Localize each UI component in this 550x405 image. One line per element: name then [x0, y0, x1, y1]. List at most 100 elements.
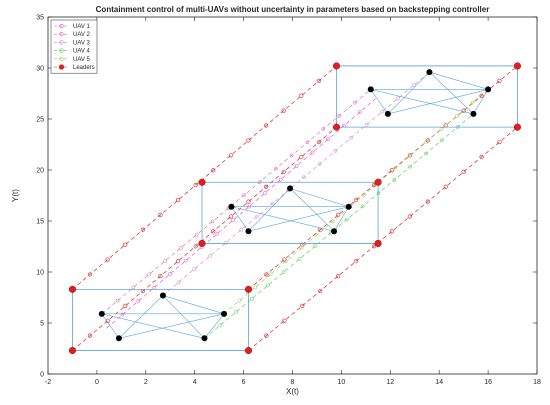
leader-trajectory-point: [264, 333, 269, 338]
formation-link: [204, 313, 225, 339]
uav-trajectory-point: [380, 109, 385, 114]
uav-trajectory-point: [302, 175, 306, 180]
uav-trajectory-point: [278, 177, 283, 182]
uav-position-marker: [485, 86, 492, 93]
uav-trajectory-point: [396, 96, 400, 101]
formation-link: [231, 206, 335, 232]
leader-trajectory-point: [211, 168, 216, 173]
y-tick-label: 20: [36, 168, 44, 175]
uav-trajectory-point: [455, 113, 459, 118]
uav-trajectory-point: [265, 283, 270, 288]
uav-trajectory-point: [470, 100, 475, 105]
uav-trajectory-line: [106, 98, 376, 329]
formation-link: [118, 313, 225, 339]
leader-trajectory-point: [389, 229, 395, 234]
leader-marker: [68, 346, 76, 355]
leader-marker: [374, 239, 382, 247]
formation-link: [248, 206, 349, 232]
uav-trajectory-point: [310, 150, 315, 155]
formation-link: [289, 188, 335, 232]
uav-trajectory-point: [147, 272, 152, 277]
uav-trajectory-point: [237, 298, 242, 303]
leader-marker: [198, 239, 206, 247]
formation-link: [162, 295, 205, 339]
leader-trajectory-point: [281, 169, 286, 174]
leader-trajectory-point: [123, 242, 128, 247]
leader-trajectory-line: [248, 65, 518, 290]
leader-marker: [513, 62, 521, 70]
leader-trajectory-point: [425, 199, 430, 204]
leader-trajectory-point: [316, 78, 322, 83]
uav-trajectory-point: [168, 272, 172, 276]
uav-trajectory-point: [392, 178, 397, 182]
uav-trajectory-point: [263, 191, 267, 195]
legend-box: [50, 19, 98, 74]
leader-marker: [68, 285, 76, 293]
legend-swatch-marker: [59, 56, 64, 61]
uav-trajectory-point: [284, 259, 289, 263]
uav-trajectory-point: [136, 299, 141, 303]
uav-trajectory-point: [337, 113, 341, 118]
leader-trajectory-point: [461, 108, 466, 113]
leader-trajectory-point: [371, 244, 377, 249]
leader-trajectory-point: [193, 182, 198, 188]
uav-position-marker: [115, 335, 122, 342]
uav-position-marker: [470, 110, 477, 117]
legend-swatch-marker: [59, 32, 64, 37]
x-tick-label: 4: [193, 379, 197, 386]
uav-position-marker: [221, 310, 228, 317]
leader-trajectory-point: [299, 154, 304, 160]
leader-trajectory-point: [158, 212, 163, 217]
uav-position-marker: [98, 310, 105, 317]
y-tick-label: 15: [36, 219, 44, 226]
formation-link: [387, 89, 489, 115]
x-axis-label: X(t): [286, 387, 299, 396]
uav-trajectory-point: [313, 244, 318, 248]
legend-label: UAV 3: [73, 40, 91, 46]
leader-trajectory-point: [389, 168, 395, 173]
uav-trajectory-point: [424, 140, 428, 145]
x-tick-label: 8: [291, 379, 295, 386]
leader-trajectory-point: [336, 273, 341, 279]
uav-trajectory-point: [231, 218, 236, 222]
y-tick-label: 25: [36, 117, 44, 124]
uav-trajectory-point: [223, 241, 228, 245]
leader-trajectory-point: [318, 288, 323, 294]
x-tick-label: 16: [484, 379, 492, 386]
legend-swatch-marker: [59, 40, 64, 45]
leader-trajectory-point: [158, 273, 163, 279]
leader-trajectory-point: [175, 259, 181, 264]
formation-layer: [72, 65, 518, 351]
leader-trajectory-point: [211, 229, 216, 234]
uav-trajectory-point: [353, 100, 357, 105]
y-tick-label: 5: [40, 321, 44, 328]
legend-label: UAV 5: [73, 57, 91, 63]
uav-trajectory-point: [294, 164, 299, 168]
uav-trajectory-line: [101, 89, 371, 315]
formation-link: [248, 188, 291, 232]
uav-trajectory-point: [255, 214, 259, 219]
formation-link: [429, 71, 474, 115]
uav-trajectory-point: [439, 138, 444, 143]
legend-label: Leaders: [73, 65, 95, 71]
uav-trajectory-point: [317, 162, 322, 166]
uav-trajectory-point: [411, 83, 416, 88]
formation-link: [118, 295, 164, 339]
leader-trajectory-line: [72, 65, 337, 290]
uav-position-marker: [228, 203, 235, 210]
uav-trajectory-point: [326, 137, 331, 141]
leader-trajectory-point: [300, 303, 305, 308]
leader-trajectory-point: [282, 318, 287, 323]
formation-link: [370, 89, 474, 115]
leader-trajectory-point: [407, 214, 412, 219]
uav-position-marker: [245, 228, 252, 235]
uav-position-marker: [384, 110, 391, 117]
y-tick-label: 0: [40, 372, 44, 379]
leader-trajectory-point: [461, 169, 466, 174]
leader-trajectory-point: [123, 303, 128, 308]
leader-trajectory-point: [264, 272, 269, 277]
legend-label: UAV 2: [73, 32, 91, 38]
uav-trajectory-point: [364, 122, 369, 127]
x-tick-label: 0: [95, 379, 99, 386]
